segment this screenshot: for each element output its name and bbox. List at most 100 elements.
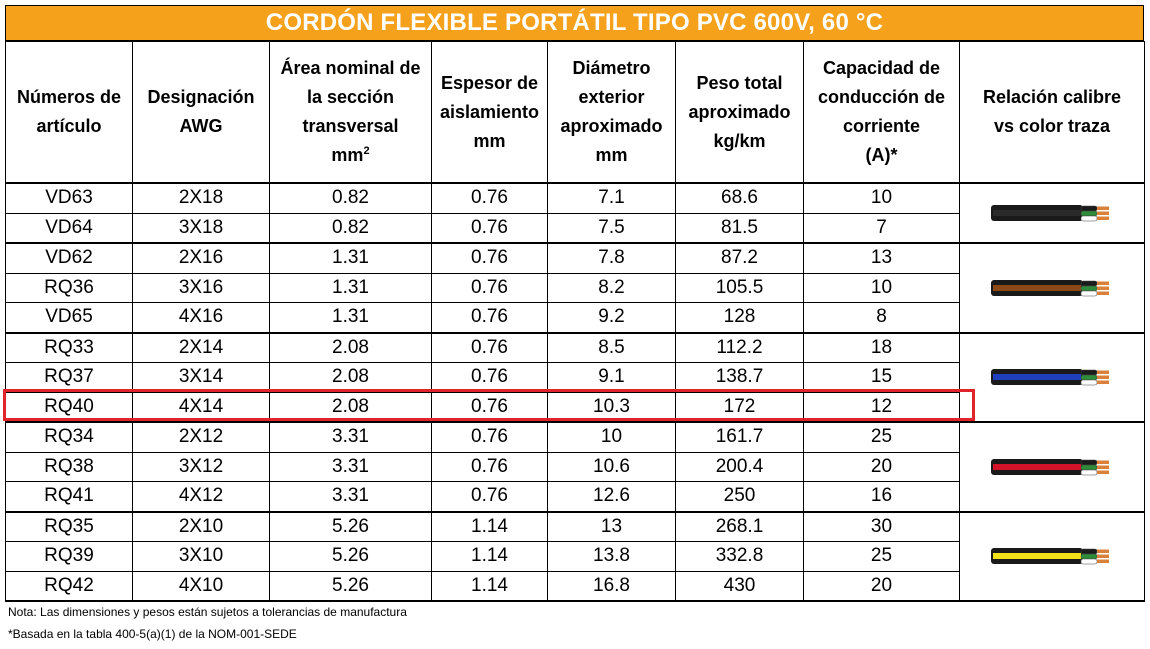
cell-area: 1.31 (269, 272, 432, 303)
cell-awg: 3X14 (132, 362, 270, 392)
cell-capacidad: 7 (803, 212, 960, 243)
table-row: RQ41 4X12 3.31 0.76 12.6 250 16 (5, 481, 1145, 512)
cell-area: 2.08 (269, 331, 432, 363)
cell-diametro: 8.5 (547, 331, 676, 363)
cell-articulo: VD65 (5, 302, 133, 333)
cell-espesor: 1.14 (431, 570, 548, 602)
cable-awg16-icon (991, 279, 1109, 296)
cell-awg: 2X18 (132, 182, 270, 213)
cell-peso: 105.5 (675, 272, 804, 303)
cell-espesor: 0.76 (431, 481, 548, 512)
cell-awg: 4X12 (132, 481, 270, 512)
cell-awg: 2X14 (132, 331, 270, 363)
cell-awg: 2X10 (132, 510, 270, 542)
cell-espesor: 0.76 (431, 302, 548, 333)
cell-diametro: 13.8 (547, 541, 676, 571)
cell-awg: 4X16 (132, 302, 270, 333)
cell-peso: 128 (675, 302, 804, 333)
cell-area: 3.31 (269, 421, 432, 452)
cell-area: 3.31 (269, 481, 432, 512)
cell-capacidad: 13 (803, 242, 960, 273)
cell-diametro: 7.5 (547, 212, 676, 243)
cell-espesor: 0.76 (431, 242, 548, 273)
cell-peso: 81.5 (675, 212, 804, 243)
cell-articulo: RQ39 (5, 541, 133, 571)
cell-capacidad: 16 (803, 481, 960, 512)
cell-articulo: RQ40 (5, 391, 133, 422)
cell-capacidad: 10 (803, 272, 960, 303)
cell-capacidad: 20 (803, 451, 960, 482)
cell-espesor: 0.76 (431, 272, 548, 303)
table-row: VD64 3X18 0.82 0.76 7.5 81.5 7 (5, 212, 1145, 243)
table-row: RQ40 4X14 2.08 0.76 10.3 172 12 (5, 391, 1145, 422)
cell-capacidad: 20 (803, 570, 960, 602)
cable-awg18-icon (991, 205, 1109, 222)
table-row: VD65 4X16 1.31 0.76 9.2 128 8 (5, 302, 1145, 333)
spec-sheet: CORDÓN FLEXIBLE PORTÁTIL TIPO PVC 600V, … (5, 5, 1145, 602)
table-row: VD62 2X16 1.31 0.76 7.8 87.2 13 (5, 242, 1145, 334)
cell-articulo: RQ33 (5, 331, 133, 363)
cell-capacidad: 10 (803, 182, 960, 213)
cell-awg: 3X16 (132, 272, 270, 303)
cell-capacidad: 30 (803, 510, 960, 542)
cell-awg: 4X14 (132, 391, 270, 422)
cell-color-trace (959, 242, 1145, 334)
cable-awg14-icon (991, 369, 1109, 386)
col-header-diametro: Diámetro exterior aproximado mm (547, 41, 676, 184)
table-row: RQ35 2X10 5.26 1.14 13 268.1 30 (5, 510, 1145, 602)
cell-capacidad: 12 (803, 391, 960, 422)
cell-area: 1.31 (269, 302, 432, 333)
cell-articulo: RQ42 (5, 570, 133, 602)
cell-diametro: 8.2 (547, 272, 676, 303)
cell-capacidad: 18 (803, 331, 960, 363)
cell-awg: 3X10 (132, 541, 270, 571)
cell-diametro: 13 (547, 510, 676, 542)
cell-area: 1.31 (269, 242, 432, 273)
cell-peso: 68.6 (675, 182, 804, 213)
cell-diametro: 10.3 (547, 391, 676, 422)
col-header-articulo: Números de artículo (5, 41, 133, 184)
footnote-tolerancias: Nota: Las dimensiones y pesos están suje… (8, 605, 407, 619)
table-row: RQ33 2X14 2.08 0.76 8.5 112.2 18 (5, 331, 1145, 423)
footnotes: Nota: Las dimensiones y pesos están suje… (8, 601, 407, 645)
cell-area: 0.82 (269, 182, 432, 213)
cell-awg: 3X18 (132, 212, 270, 243)
table-row: RQ37 3X14 2.08 0.76 9.1 138.7 15 (5, 362, 1145, 392)
cell-diametro: 12.6 (547, 481, 676, 512)
cell-area: 5.26 (269, 541, 432, 571)
col-header-relacion: Relación calibre vs color traza (959, 41, 1145, 184)
cell-articulo: RQ37 (5, 362, 133, 392)
cell-capacidad: 25 (803, 541, 960, 571)
cell-articulo: RQ38 (5, 451, 133, 482)
cell-area: 2.08 (269, 391, 432, 422)
cell-capacidad: 25 (803, 421, 960, 452)
cell-awg: 4X10 (132, 570, 270, 602)
cell-espesor: 1.14 (431, 510, 548, 542)
cell-espesor: 0.76 (431, 421, 548, 452)
footnote-nom: *Basada en la tabla 400-5(a)(1) de la NO… (8, 627, 297, 641)
cell-espesor: 0.76 (431, 391, 548, 422)
cell-peso: 268.1 (675, 510, 804, 542)
cell-espesor: 0.76 (431, 182, 548, 213)
cable-awg10-icon (991, 548, 1109, 565)
cell-awg: 3X12 (132, 451, 270, 482)
cell-diametro: 9.2 (547, 302, 676, 333)
cell-diametro: 7.8 (547, 242, 676, 273)
cell-area: 2.08 (269, 362, 432, 392)
cell-espesor: 0.76 (431, 362, 548, 392)
cell-color-trace (959, 510, 1145, 602)
cell-articulo: VD64 (5, 212, 133, 243)
col-header-espesor: Espesor de aislamiento mm (431, 41, 548, 184)
cell-peso: 112.2 (675, 331, 804, 363)
spec-table: Números de artículo Designación AWG Área n… (5, 41, 1145, 602)
cell-diametro: 10.6 (547, 451, 676, 482)
cell-capacidad: 15 (803, 362, 960, 392)
cell-articulo: RQ41 (5, 481, 133, 512)
cell-articulo: VD63 (5, 182, 133, 213)
cell-area: 5.26 (269, 510, 432, 542)
cell-peso: 332.8 (675, 541, 804, 571)
cell-diametro: 7.1 (547, 182, 676, 213)
cell-espesor: 0.76 (431, 212, 548, 243)
cell-espesor: 0.76 (431, 331, 548, 363)
cell-awg: 2X16 (132, 242, 270, 273)
